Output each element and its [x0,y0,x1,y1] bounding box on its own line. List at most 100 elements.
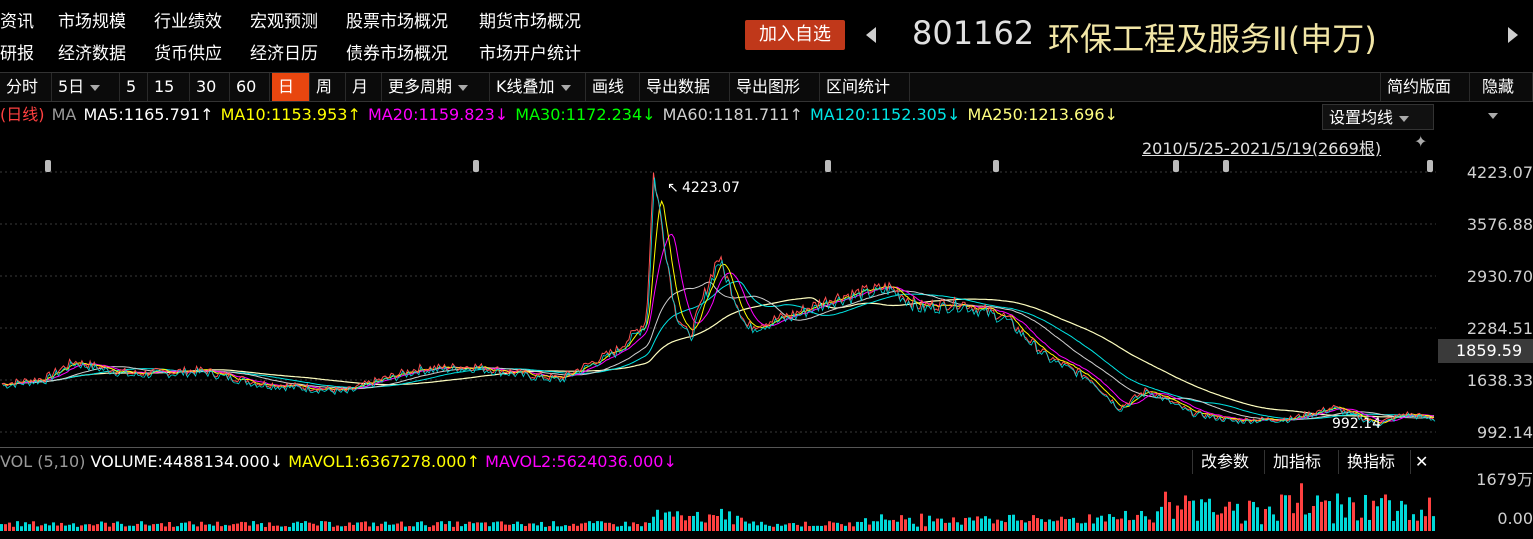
volume-bar [1268,506,1271,531]
nav-news[interactable]: 资讯 [0,12,34,32]
tab-15min[interactable]: 15 [148,73,190,101]
volume-bar [448,521,451,531]
volume-bar [252,521,255,531]
set-ma-dropdown[interactable]: 设置均线 [1322,104,1434,130]
export-data-button[interactable]: 导出数据 [640,73,730,101]
ma60-line [1,281,1435,421]
range-stats-button[interactable]: 区间统计 [820,73,910,101]
nav-macro-forecast[interactable]: 宏观预测 [250,12,318,32]
more-periods-dropdown[interactable]: 更多周期 [382,73,490,101]
hide-button[interactable]: 隐藏 [1476,73,1533,119]
volume-bar [1260,524,1263,531]
export-chart-button[interactable]: 导出图形 [730,73,820,101]
add-to-watchlist-button[interactable]: 加入自选 [745,20,845,50]
tab-intraday[interactable]: 分时 [0,73,52,101]
nav-market-scale[interactable]: 市场规模 [58,12,126,32]
volume-bar [596,521,599,531]
volume-bar [1044,521,1047,531]
nav-futures-market-overview[interactable]: 期货市场概况 [479,12,581,32]
volume-bar [1384,494,1387,531]
add-indicator-button[interactable]: 加指标 [1264,450,1336,474]
volume-bar [516,521,519,531]
event-markers [45,160,1433,172]
date-range-link[interactable]: 2010/5/25-2021/5/19(2669根) [1142,139,1382,158]
volume-bar [196,526,199,531]
volume-bar [124,526,127,531]
volume-bar [1324,500,1327,531]
volume-bar [980,518,983,531]
axis-tick: 3576.88 [1466,215,1533,234]
volume-bar [712,515,715,531]
close-icon[interactable]: ✕ [1410,450,1436,474]
nav-account-statistics[interactable]: 市场开户统计 [479,44,581,64]
switch-indicator-button[interactable]: 换指标 [1338,450,1410,474]
volume-bar [1316,495,1319,531]
volume-bar [420,521,423,531]
tab-30min[interactable]: 30 [190,73,230,101]
ma-label: MA [51,105,77,124]
volume-bar [604,522,607,531]
volume-bar [748,523,751,531]
event-marker-icon[interactable] [993,160,999,172]
nav-money-supply[interactable]: 货币供应 [154,44,222,64]
volume-bar [588,521,591,531]
volume-bar [1124,510,1127,531]
event-marker-icon[interactable] [45,160,51,172]
simple-layout-button[interactable]: 简约版面 [1380,73,1470,101]
volume-bar [528,523,531,531]
tab-5min[interactable]: 5 [120,73,148,101]
volume-bar [1168,502,1171,531]
chevron-down-icon [90,84,101,91]
nav-economic-calendar[interactable]: 经济日历 [250,44,318,64]
volume-bar [908,517,911,531]
volume-bar [156,523,159,531]
event-marker-icon[interactable] [1427,160,1433,172]
volume-bar [988,518,991,531]
event-marker-icon[interactable] [473,160,479,172]
volume-bar [376,526,379,531]
volume-bar [880,514,883,531]
volume-bar [660,519,663,531]
change-params-button[interactable]: 改参数 [1192,450,1262,474]
volume-bar [644,522,647,531]
event-marker-icon[interactable] [1223,160,1229,172]
tab-5day[interactable]: 5日 [52,73,120,101]
nav-stock-market-overview[interactable]: 股票市场概况 [346,12,448,32]
volume-bar [292,522,295,531]
tab-monthly[interactable]: 月 [346,73,382,101]
draw-line-button[interactable]: 画线 [586,73,640,101]
event-marker-icon[interactable] [825,160,831,172]
prev-arrow-icon[interactable] [866,27,876,43]
tab-60min[interactable]: 60 [230,73,270,101]
tab-weekly[interactable]: 周 [310,73,346,101]
volume-bar [1300,483,1303,531]
volume-bar [384,521,387,531]
volume-bar [924,526,927,531]
volume-bar [1180,509,1183,531]
volume-bar [888,520,891,531]
volume-bar [472,523,475,531]
mavol2-value: MAVOL2:5624036.000↓ [485,452,677,471]
volume-bar [1068,519,1071,531]
tab-daily[interactable]: 日 [272,73,310,101]
volume-bar [1060,516,1063,531]
volume-bar [788,523,791,531]
volume-bars [0,483,1435,531]
nav-industry-performance[interactable]: 行业绩效 [154,12,222,32]
next-arrow-icon[interactable] [1508,27,1518,43]
volume-bar [228,525,231,531]
volume-bar [852,526,855,531]
pin-icon[interactable]: ✦ [1414,132,1428,151]
volume-bar [952,517,955,531]
kline-overlay-dropdown[interactable]: K线叠加 [490,73,586,101]
nav-economic-data[interactable]: 经济数据 [58,44,126,64]
nav-research[interactable]: 研报 [0,44,34,64]
volume-bar [520,524,523,531]
volume-bar [652,516,655,531]
volume-bar [1276,520,1279,531]
volume-bar [616,526,619,531]
volume-bar [1200,499,1203,531]
event-marker-icon[interactable] [1173,160,1179,172]
nav-bond-market-overview[interactable]: 债券市场概况 [346,44,448,64]
volume-bar [716,515,719,531]
